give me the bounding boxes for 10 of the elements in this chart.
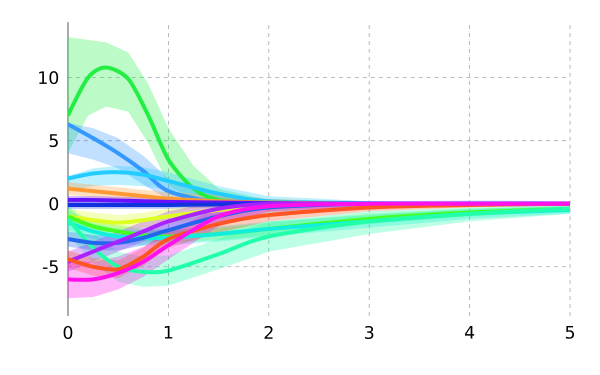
x-tick-label: 5: [566, 326, 574, 339]
x-tick-label: 1: [164, 326, 172, 339]
x-tick-label: 0: [64, 326, 72, 340]
y-tick-label: 5: [50, 134, 58, 148]
x-tick-label: 3: [365, 326, 374, 340]
x-tick-label: 4: [464, 326, 474, 339]
y-tick-label: 10: [39, 71, 58, 84]
x-tick-label: 2: [264, 326, 273, 339]
y-tick-label: 0: [49, 197, 58, 210]
y-tick-label: -5: [42, 260, 58, 274]
